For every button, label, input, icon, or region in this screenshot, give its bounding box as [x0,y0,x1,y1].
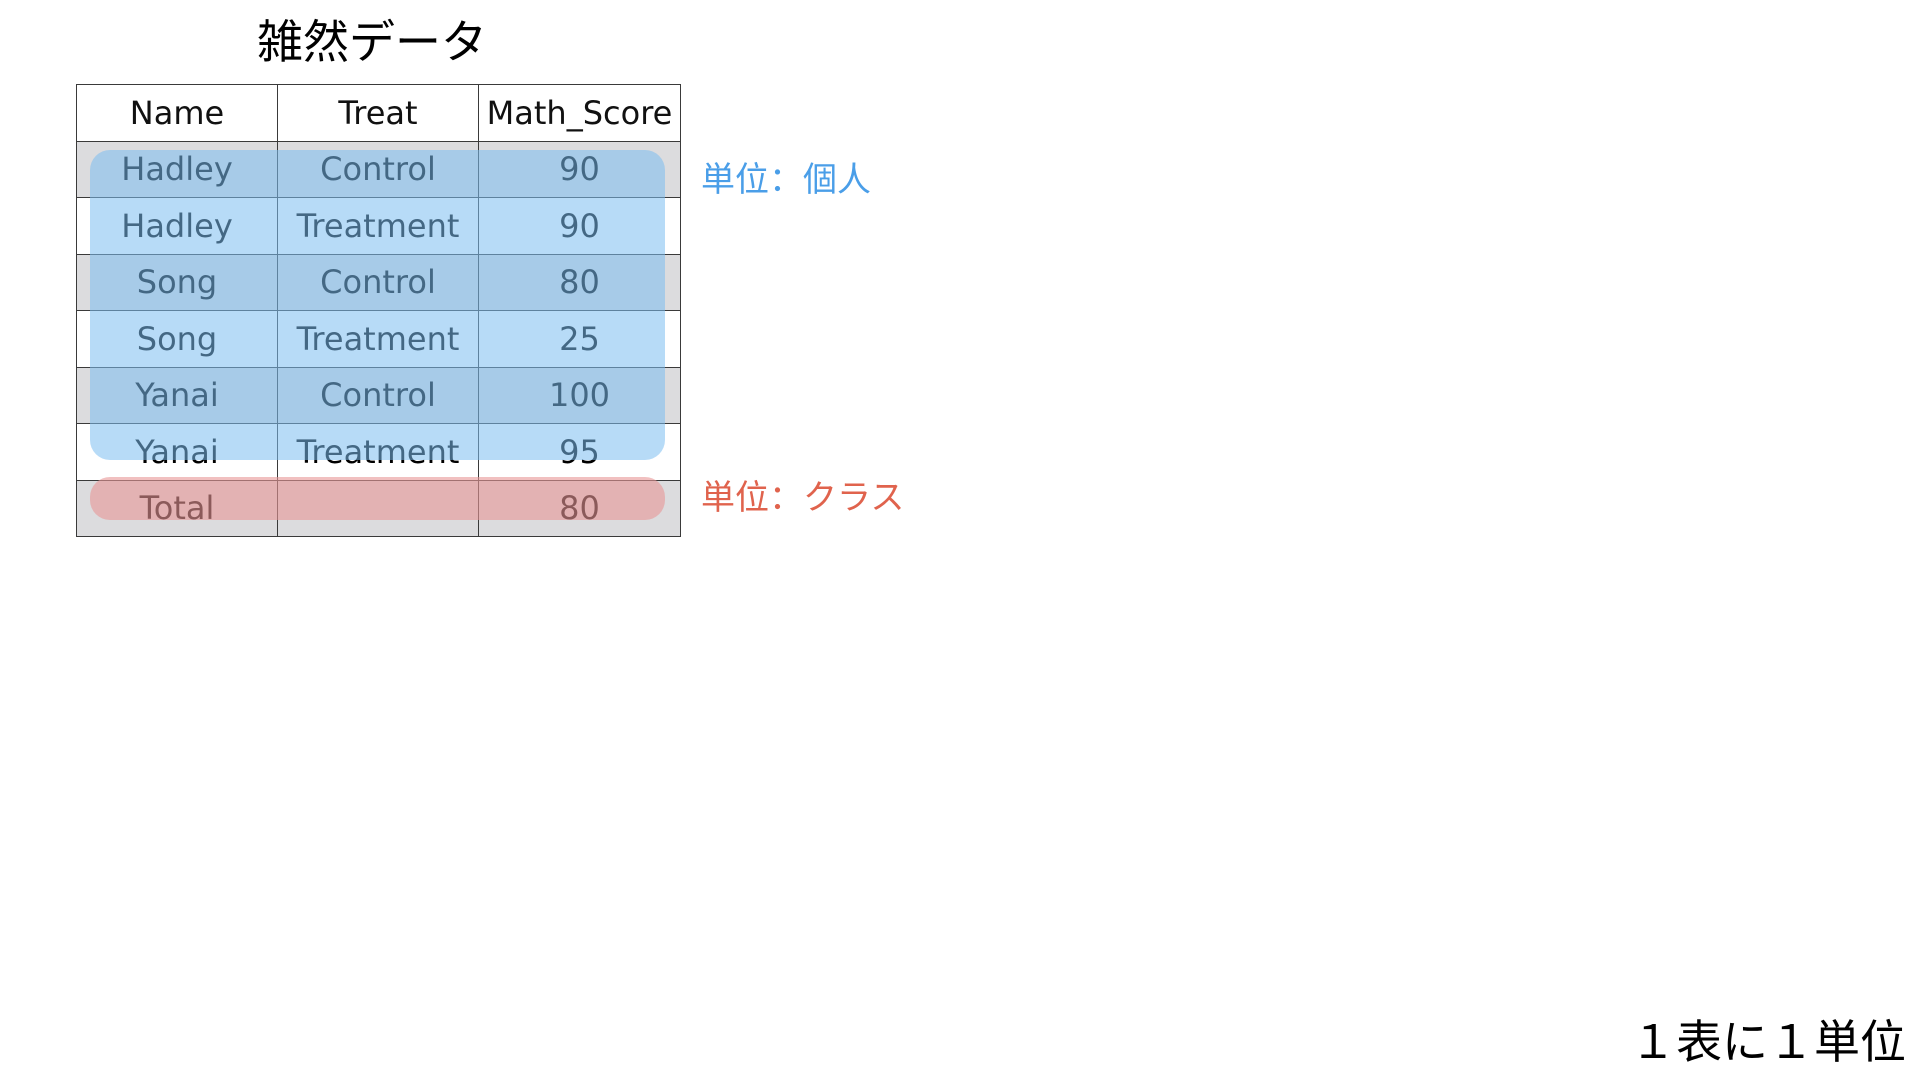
cell-score: 25 [478,310,681,368]
cell-treat: Control [277,366,479,424]
table-row: Song Treatment 25 [76,310,681,368]
individual-unit-label: 単位：個人 [701,160,871,200]
slide-title: 雑然データ [257,15,487,69]
cell-score: 95 [478,423,681,481]
table-row: Song Control 80 [76,253,681,311]
cell-score: 90 [478,197,681,255]
header-treat: Treat [277,84,479,142]
footer-caption: １表に１単位 [1630,1015,1906,1069]
cell-name: Song [76,253,278,311]
cell-name: Yanai [76,366,278,424]
cell-name: Hadley [76,140,278,198]
cell-score: 80 [478,253,681,311]
cell-treat: Treatment [277,197,479,255]
cell-name: Song [76,310,278,368]
cell-score: 90 [478,140,681,198]
cell-treat: Control [277,253,479,311]
table-row: Yanai Treatment 95 [76,423,681,481]
class-unit-label: 単位：クラス [701,478,905,518]
cell-score: 100 [478,366,681,424]
cell-name: Hadley [76,197,278,255]
cell-treat: Control [277,140,479,198]
total-row: Total 80 [76,479,681,537]
cell-treat: Treatment [277,310,479,368]
table-row: Yanai Control 100 [76,366,681,424]
cell-name: Yanai [76,423,278,481]
data-table: Name Treat Math_Score Hadley Control 90 … [76,84,681,537]
data-table-container: Name Treat Math_Score Hadley Control 90 … [76,84,681,537]
table-row: Hadley Treatment 90 [76,197,681,255]
total-score-cell: 80 [478,479,681,537]
cell-treat: Treatment [277,423,479,481]
table-row: Hadley Control 90 [76,140,681,198]
header-name: Name [76,84,278,142]
header-math-score: Math_Score [478,84,681,142]
total-treat-cell [277,479,479,537]
table-header-row: Name Treat Math_Score [76,84,681,142]
total-label-cell: Total [76,479,278,537]
